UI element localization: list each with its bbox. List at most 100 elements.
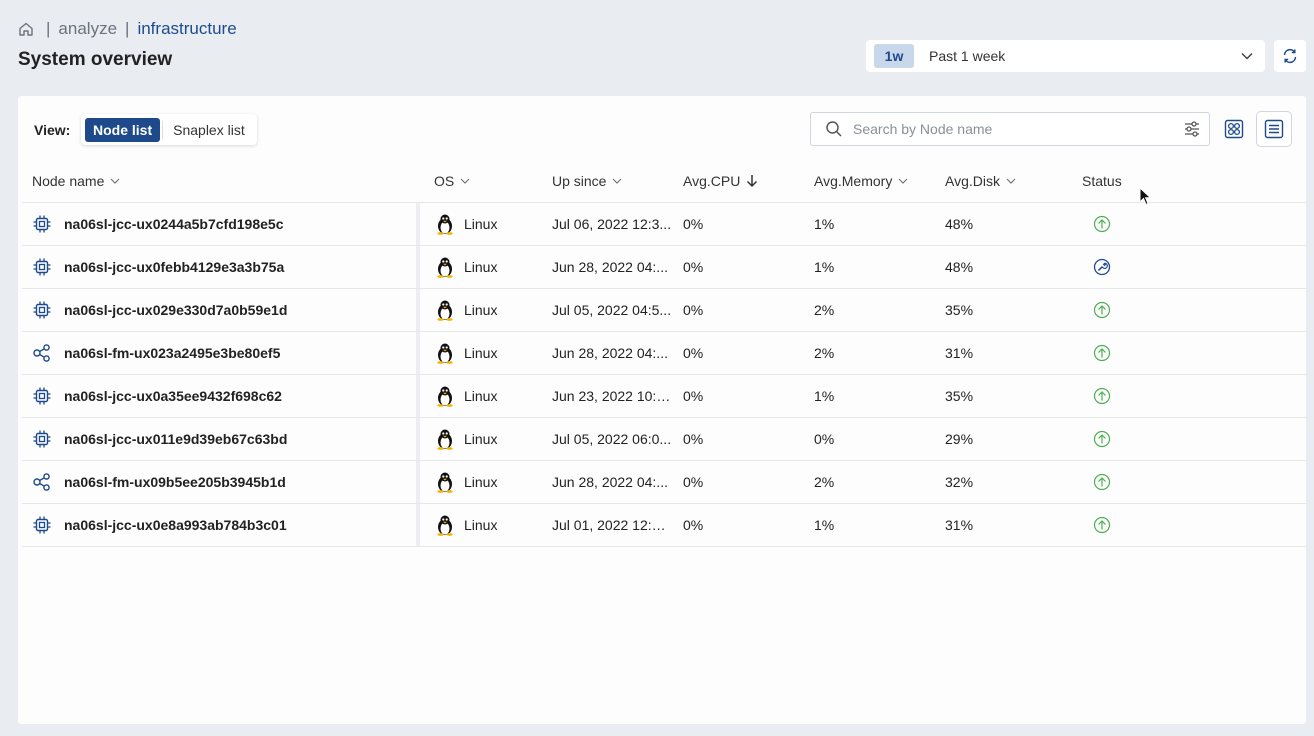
cell-status: [1071, 375, 1201, 417]
cell-status: [1071, 332, 1201, 374]
table-row[interactable]: na06sl-jcc-ux029e330d7a0b59e1d Linux Jul 0…: [22, 289, 1306, 332]
up-since-value: Jul 05, 2022 06:0...: [552, 431, 672, 447]
cell-status: [1071, 203, 1201, 245]
list-view-icon: [1264, 119, 1284, 139]
up-since-value: Jul 01, 2022 12:28...: [552, 517, 672, 533]
table-row[interactable]: na06sl-fm-ux09b5ee205b3945b1d Linux Jun 28…: [22, 461, 1306, 504]
os-name: Linux: [464, 517, 498, 533]
linux-penguin-icon: [434, 428, 456, 450]
search-input[interactable]: Search by Node name: [853, 121, 993, 137]
cell-avg-disk: 35%: [945, 302, 974, 318]
refresh-button[interactable]: [1274, 40, 1306, 72]
cell-status: [1071, 289, 1201, 331]
os-name: Linux: [464, 345, 498, 361]
os-name: Linux: [464, 259, 498, 275]
chevron-down-icon: [612, 176, 622, 186]
node-name[interactable]: na06sl-fm-ux09b5ee205b3945b1d: [64, 474, 286, 490]
cell-avg-memory: 0%: [814, 431, 835, 447]
table-row[interactable]: na06sl-fm-ux023a2495e3be80ef5 Linux Jun 28…: [22, 332, 1306, 375]
cell-avg-disk: 31%: [945, 517, 974, 533]
time-range-dropdown[interactable]: 1w Past 1 week: [866, 40, 1265, 72]
column-avg-cpu[interactable]: Avg.CPU: [678, 160, 809, 202]
cpu-chip-icon: [32, 515, 52, 535]
cell-node-name: na06sl-jcc-ux029e330d7a0b59e1d: [22, 289, 416, 331]
column-os[interactable]: OS: [420, 160, 547, 202]
node-name[interactable]: na06sl-jcc-ux0e8a993ab784b3c01: [64, 517, 287, 533]
status-up-arrow-icon[interactable]: [1092, 214, 1112, 234]
table-header: Node name OS Up since Avg.CPU Avg.Memory: [22, 160, 1306, 203]
cell-os: Linux: [420, 418, 547, 460]
up-since-value: Jun 28, 2022 04:...: [552, 345, 668, 361]
cell-avg-disk: 35%: [945, 388, 974, 404]
cell-avg-cpu: 0%: [683, 388, 704, 404]
grid-view-button[interactable]: [1218, 114, 1250, 144]
filter-sliders-icon[interactable]: [1183, 120, 1201, 138]
cell-os: Linux: [420, 332, 547, 374]
status-up-arrow-icon[interactable]: [1092, 515, 1112, 535]
node-table: Node name OS Up since Avg.CPU Avg.Memory: [22, 160, 1306, 547]
view-label: View:: [34, 122, 71, 138]
status-up-arrow-icon[interactable]: [1092, 472, 1112, 492]
cell-node-name: na06sl-jcc-ux0244a5b7cfd198e5c: [22, 203, 416, 245]
view-toggle: Node list Snaplex list: [81, 114, 257, 145]
column-up-since[interactable]: Up since: [547, 160, 678, 202]
cell-up-since: Jul 01, 2022 12:28...: [547, 504, 678, 546]
column-node-name[interactable]: Node name: [22, 160, 416, 202]
cell-status: [1071, 418, 1201, 460]
cell-up-since: Jun 28, 2022 04:...: [547, 461, 678, 503]
column-avg-memory[interactable]: Avg.Memory: [809, 160, 940, 202]
cell-avg-cpu: 0%: [683, 216, 704, 232]
column-avg-disk[interactable]: Avg.Disk: [940, 160, 1071, 202]
breadcrumb-infrastructure[interactable]: infrastructure: [137, 19, 237, 38]
status-up-arrow-icon[interactable]: [1092, 343, 1112, 363]
list-view-button[interactable]: [1257, 112, 1291, 146]
status-up-arrow-icon[interactable]: [1092, 429, 1112, 449]
arrow-down-icon: [746, 174, 758, 188]
home-icon[interactable]: [18, 21, 34, 37]
table-row[interactable]: na06sl-jcc-ux0febb4129e3a3b75a Linux Jun 2…: [22, 246, 1306, 289]
breadcrumb-analyze[interactable]: analyze: [58, 19, 118, 38]
status-maintenance-wrench-icon[interactable]: [1092, 257, 1112, 277]
node-name[interactable]: na06sl-jcc-ux0a35ee9432f698c62: [64, 388, 282, 404]
cell-os: Linux: [420, 461, 547, 503]
node-name[interactable]: na06sl-jcc-ux0244a5b7cfd198e5c: [64, 216, 284, 232]
column-label: Avg.Memory: [814, 173, 893, 189]
table-row[interactable]: na06sl-jcc-ux011e9d39eb67c63bd Linux Jul 0…: [22, 418, 1306, 461]
status-up-arrow-icon[interactable]: [1092, 386, 1112, 406]
node-name[interactable]: na06sl-jcc-ux011e9d39eb67c63bd: [64, 431, 288, 447]
linux-penguin-icon: [434, 514, 456, 536]
cpu-chip-icon: [32, 429, 52, 449]
cell-up-since: Jul 05, 2022 06:0...: [547, 418, 678, 460]
cell-up-since: Jun 28, 2022 04:...: [547, 332, 678, 374]
cell-status: [1071, 504, 1201, 546]
refresh-icon: [1281, 47, 1299, 65]
cell-up-since: Jun 23, 2022 10:5...: [547, 375, 678, 417]
linux-penguin-icon: [434, 256, 456, 278]
linux-penguin-icon: [434, 299, 456, 321]
status-up-arrow-icon[interactable]: [1092, 300, 1112, 320]
table-row[interactable]: na06sl-jcc-ux0244a5b7cfd198e5c Linux Jul 0…: [22, 203, 1306, 246]
node-name[interactable]: na06sl-fm-ux023a2495e3be80ef5: [64, 345, 281, 361]
cell-avg-disk: 48%: [945, 259, 974, 275]
column-label: Avg.CPU: [683, 173, 741, 189]
cell-os: Linux: [420, 504, 547, 546]
snaplex-list-tab[interactable]: Snaplex list: [173, 121, 245, 138]
node-name[interactable]: na06sl-jcc-ux029e330d7a0b59e1d: [64, 302, 288, 318]
column-status[interactable]: Status: [1071, 160, 1201, 202]
cell-node-name: na06sl-jcc-ux011e9d39eb67c63bd: [22, 418, 416, 460]
table-row[interactable]: na06sl-jcc-ux0a35ee9432f698c62 Linux Jun 2…: [22, 375, 1306, 418]
chevron-down-icon: [110, 176, 120, 186]
node-list-tab[interactable]: Node list: [85, 117, 161, 142]
cpu-chip-icon: [32, 257, 52, 277]
up-since-value: Jul 06, 2022 12:3...: [552, 216, 672, 232]
cell-node-name: na06sl-fm-ux09b5ee205b3945b1d: [22, 461, 416, 503]
chevron-down-icon: [1239, 48, 1255, 64]
cell-avg-memory: 1%: [814, 259, 835, 275]
os-name: Linux: [464, 302, 498, 318]
node-name[interactable]: na06sl-jcc-ux0febb4129e3a3b75a: [64, 259, 285, 275]
cell-status: [1071, 461, 1201, 503]
toggle-divider: [162, 120, 164, 139]
cell-os: Linux: [420, 375, 547, 417]
linux-penguin-icon: [434, 385, 456, 407]
table-row[interactable]: na06sl-jcc-ux0e8a993ab784b3c01 Linux Jul 0…: [22, 504, 1306, 547]
